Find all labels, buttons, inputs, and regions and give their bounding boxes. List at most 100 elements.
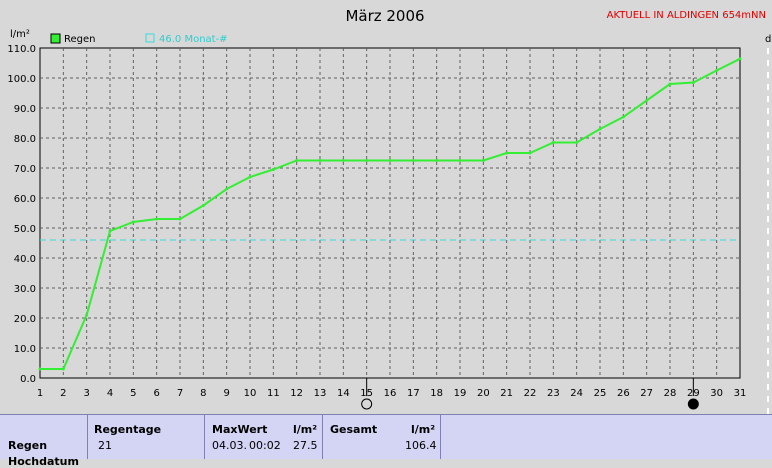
x-tick-label: 12 <box>290 388 303 399</box>
data-point-regen <box>155 217 159 221</box>
legend-swatch-regen <box>50 33 61 44</box>
y-tick-label: 60.0 <box>14 194 36 205</box>
rain-chart: März 2006 AKTUELL IN ALDINGEN 654mNN l/m… <box>7 7 771 414</box>
data-point-regen <box>645 99 649 102</box>
x-tick-label: 22 <box>524 388 537 399</box>
grid <box>40 48 740 378</box>
data-point-regen <box>341 159 345 162</box>
gesamt-cell: Gesamt l/m² 106.4 <box>323 415 441 459</box>
y-tick-label: 10.0 <box>14 344 36 355</box>
data-point-regen <box>271 168 275 171</box>
data-point-regen <box>295 159 299 162</box>
data-point-regen <box>668 82 672 86</box>
x-tick-label: 13 <box>314 388 327 399</box>
data-point-regen <box>38 367 42 371</box>
data-point-regen <box>551 141 555 144</box>
y-tick-label: 70.0 <box>14 164 36 175</box>
x-tick-label: 16 <box>384 388 397 399</box>
data-point-regen <box>715 69 719 72</box>
data-point-regen <box>178 217 182 221</box>
x-tick-label: 31 <box>734 388 747 399</box>
data-point-regen <box>738 57 742 61</box>
maxwert-cell: MaxWert l/m² 04.03. 00:02 27.5 <box>205 415 323 459</box>
x-tick-label: 14 <box>337 388 350 399</box>
series-layer <box>38 57 742 371</box>
x-tick-label: 23 <box>547 388 560 399</box>
legend-label-average: 46.0 Monat-# <box>159 34 228 45</box>
x-tick-label: 6 <box>153 388 159 399</box>
maxwert-date: 04.03. <box>212 439 247 452</box>
x-tick-label: 25 <box>594 388 607 399</box>
x-tick-label: 20 <box>477 388 490 399</box>
maxwert-time: 00:02 <box>249 439 281 452</box>
data-point-regen <box>528 151 532 155</box>
y-unit-label: l/m² <box>10 29 30 40</box>
stats-panel: Regen Hochdatum Regentage 21 MaxWert l/m… <box>0 414 772 468</box>
regentage-header: Regentage <box>94 423 162 436</box>
y-axis: 0.0 10.0 20.0 30.0 40.0 50.0 60.0 70.0 80.0 90.0 1… <box>7 44 36 385</box>
y-tick-label: 80.0 <box>14 134 36 145</box>
y-tick-label: 110.0 <box>7 44 36 55</box>
regentage-cell: Regentage 21 <box>88 415 205 459</box>
maxwert-header: MaxWert <box>212 423 268 436</box>
legend-swatch-average <box>145 33 155 43</box>
regentage-value: 21 <box>98 439 112 452</box>
y-tick-label: 0.0 <box>20 374 36 385</box>
y-tick-label: 30.0 <box>14 284 36 295</box>
x-tick-label: 5 <box>130 388 136 399</box>
x-tick-label: 7 <box>177 388 183 399</box>
maxwert-value: 27.5 <box>293 439 318 452</box>
x-tick-label: 3 <box>83 388 89 399</box>
x-tick-label: 17 <box>407 388 420 399</box>
legend: Regen 46.0 Monat-# <box>50 33 228 45</box>
data-point-regen <box>458 159 462 162</box>
station-label: AKTUELL IN ALDINGEN 654mNN <box>607 10 766 21</box>
data-point-regen <box>505 151 509 155</box>
x-tick-label: 28 <box>664 388 677 399</box>
x-tick-label: 27 <box>640 388 653 399</box>
data-point-regen <box>131 220 135 224</box>
y-tick-label: 20.0 <box>14 314 36 325</box>
data-point-regen <box>691 81 695 84</box>
y-tick-label: 90.0 <box>14 104 36 115</box>
data-point-regen <box>598 127 602 131</box>
x-tick-label: 26 <box>617 388 630 399</box>
y-tick-label: 100.0 <box>7 74 36 85</box>
data-point-regen <box>435 159 439 162</box>
x-tick-label: 4 <box>107 388 113 399</box>
stats-row-label: Regen <box>8 439 48 452</box>
x-tick-label: 18 <box>430 388 443 399</box>
right-axis-mark: d <box>765 34 771 45</box>
y-tick-label: 40.0 <box>14 254 36 265</box>
data-point-regen <box>248 175 252 179</box>
gesamt-header: Gesamt <box>330 423 378 436</box>
data-point-regen <box>201 204 205 207</box>
stats-row-label-2: Hochdatum <box>8 455 79 468</box>
x-tick-label: 9 <box>223 388 229 399</box>
data-point-regen <box>481 159 485 162</box>
data-point-regen <box>318 159 322 162</box>
legend-label-regen: Regen <box>64 34 96 45</box>
data-point-regen <box>621 115 625 119</box>
data-point-regen <box>388 159 392 162</box>
y-tick-label: 50.0 <box>14 224 36 235</box>
x-tick-label: 11 <box>267 388 280 399</box>
stats-row-label-cell: Regen Hochdatum <box>0 415 88 468</box>
maxwert-unit: l/m² <box>293 423 318 436</box>
x-tick-label: 19 <box>454 388 467 399</box>
data-point-regen <box>108 229 112 233</box>
data-point-regen <box>85 313 89 317</box>
x-tick-label: 10 <box>244 388 257 399</box>
x-tick-label: 24 <box>570 388 583 399</box>
data-point-regen <box>225 187 229 191</box>
moon-full-icon <box>687 398 699 410</box>
moon-empty-icon <box>361 398 373 410</box>
data-point-regen <box>575 141 579 144</box>
data-point-regen <box>365 159 369 162</box>
x-tick-label: 8 <box>200 388 206 399</box>
x-tick-label: 1 <box>37 388 43 399</box>
gesamt-unit: l/m² <box>411 423 436 436</box>
data-point-regen <box>61 367 65 371</box>
gesamt-value: 106.4 <box>405 439 437 452</box>
moon-markers <box>361 378 699 410</box>
